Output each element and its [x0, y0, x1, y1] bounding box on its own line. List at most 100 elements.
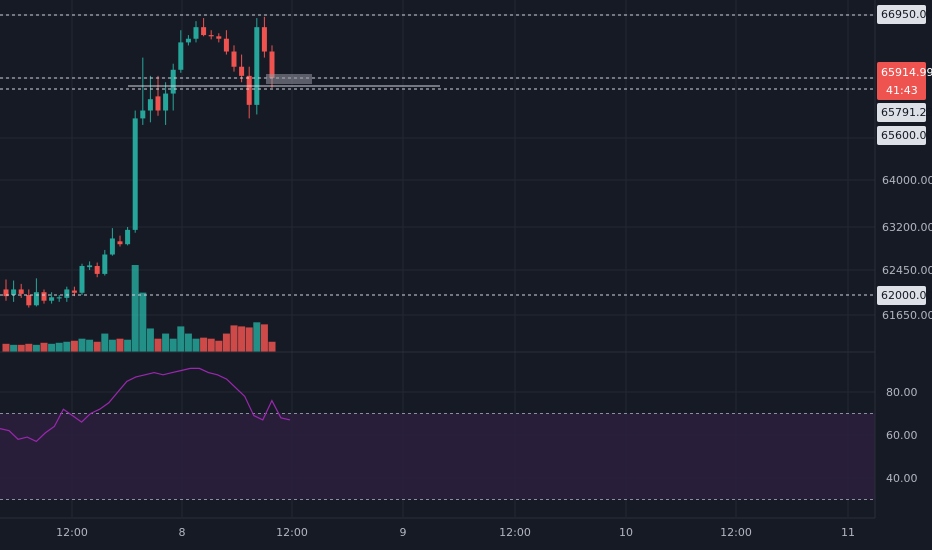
candle-body [132, 118, 138, 230]
time-axis[interactable]: 12:00 8 12:00 9 12:00 10 12:00 11 [56, 526, 855, 539]
volume-bar [146, 328, 154, 352]
rsi-axis[interactable]: 80.00 60.00 40.00 [886, 386, 918, 485]
candle-body [11, 289, 17, 295]
candle-body [140, 110, 146, 119]
candle[interactable] [87, 261, 93, 270]
candle-body [246, 75, 252, 105]
candle[interactable] [170, 63, 176, 111]
candle-body [71, 290, 77, 293]
candle[interactable] [185, 35, 191, 46]
volume-bar [25, 343, 33, 352]
rsi-axis-tick-label: 60.00 [886, 429, 918, 442]
volume-bar [32, 344, 40, 352]
candle[interactable] [254, 18, 260, 115]
level-tag-65791: 65791.23 [881, 106, 932, 119]
candle[interactable] [11, 280, 17, 302]
range-highlight[interactable] [266, 74, 312, 84]
candle[interactable] [201, 18, 207, 37]
candle-body [231, 51, 237, 67]
candle-body [18, 289, 24, 294]
candle-body [33, 292, 39, 306]
level-tag-66950-bg [877, 5, 926, 24]
candle-countdown: 41:43 [886, 84, 918, 97]
candle[interactable] [102, 249, 108, 276]
volume-bar [268, 341, 276, 352]
level-tag-62000: 62000.00 [881, 289, 932, 302]
rsi-axis-tick-label: 80.00 [886, 386, 918, 399]
price-axis-tick-label: 64000.00 [882, 174, 932, 187]
candle[interactable] [56, 295, 62, 302]
level-tag-66950: 66950.00 [881, 8, 932, 21]
time-axis-tick-label: 12:00 [720, 526, 752, 539]
candle[interactable] [49, 292, 55, 304]
volume-bar [169, 338, 177, 352]
volume-bar [192, 338, 200, 352]
candle[interactable] [246, 66, 252, 119]
volume-bar [131, 265, 139, 352]
candle[interactable] [216, 33, 222, 43]
candle[interactable] [18, 283, 24, 298]
candle[interactable] [147, 75, 153, 123]
candle[interactable] [94, 262, 100, 278]
volume-bar [2, 343, 10, 352]
candle[interactable] [79, 263, 85, 295]
candle[interactable] [193, 21, 199, 43]
volume-bars [2, 265, 276, 352]
volume-bar [40, 342, 48, 352]
candle[interactable] [64, 286, 70, 302]
price-horizontal-lines[interactable] [0, 14, 875, 296]
candle[interactable] [261, 16, 267, 58]
time-axis-tick-label: 10 [619, 526, 633, 539]
candle-body [185, 38, 191, 43]
candle[interactable] [41, 289, 47, 304]
candle-body [109, 238, 115, 255]
candle[interactable] [140, 57, 146, 125]
candle[interactable] [178, 30, 184, 73]
rsi-band [0, 413, 875, 500]
volume-bar [139, 292, 147, 352]
volume-bar [184, 333, 192, 352]
rsi-axis-tick-label: 40.00 [886, 472, 918, 485]
candle[interactable] [231, 45, 237, 72]
volume-bar [55, 342, 63, 352]
candle-body [193, 27, 199, 39]
candle[interactable] [109, 228, 115, 256]
candle-body [178, 42, 184, 70]
volume-bar [116, 338, 124, 352]
time-axis-tick-label: 9 [400, 526, 407, 539]
rsi-line [0, 367, 291, 443]
time-axis-tick-label: 12:00 [56, 526, 88, 539]
price-candles[interactable] [3, 16, 275, 308]
candle[interactable] [208, 30, 214, 40]
volume-bar [200, 337, 208, 352]
volume-bar [222, 333, 230, 352]
volume-bar [124, 339, 132, 352]
candle[interactable] [155, 75, 161, 116]
price-tags: 66950.00 65914.99 41:43 65791.23 65600.00 620… [877, 5, 932, 305]
candle-body [269, 51, 275, 78]
volume-bar [162, 333, 170, 352]
rsi-series-line [0, 367, 291, 443]
candle[interactable] [223, 30, 229, 55]
candle[interactable] [132, 110, 138, 233]
candle[interactable] [163, 82, 169, 125]
price-axis[interactable]: 64000.00 63200.00 62450.00 61650.00 [882, 174, 932, 322]
candle-body [125, 229, 131, 245]
candle-body [208, 35, 214, 37]
candle[interactable] [125, 227, 131, 246]
candle[interactable] [33, 278, 39, 307]
volume-bar [101, 333, 109, 352]
candle-body [155, 96, 161, 111]
candle[interactable] [117, 235, 123, 247]
candle[interactable] [3, 279, 9, 301]
level-tag-65600-bg [877, 126, 926, 145]
volume-bar [230, 325, 238, 352]
candle[interactable] [26, 289, 32, 308]
volume-bar [253, 322, 261, 352]
time-axis-tick-label: 8 [179, 526, 186, 539]
rsi-band-fill [0, 413, 875, 500]
candle-body [41, 292, 47, 301]
volume-bar [70, 340, 78, 352]
candle-body [102, 254, 108, 274]
